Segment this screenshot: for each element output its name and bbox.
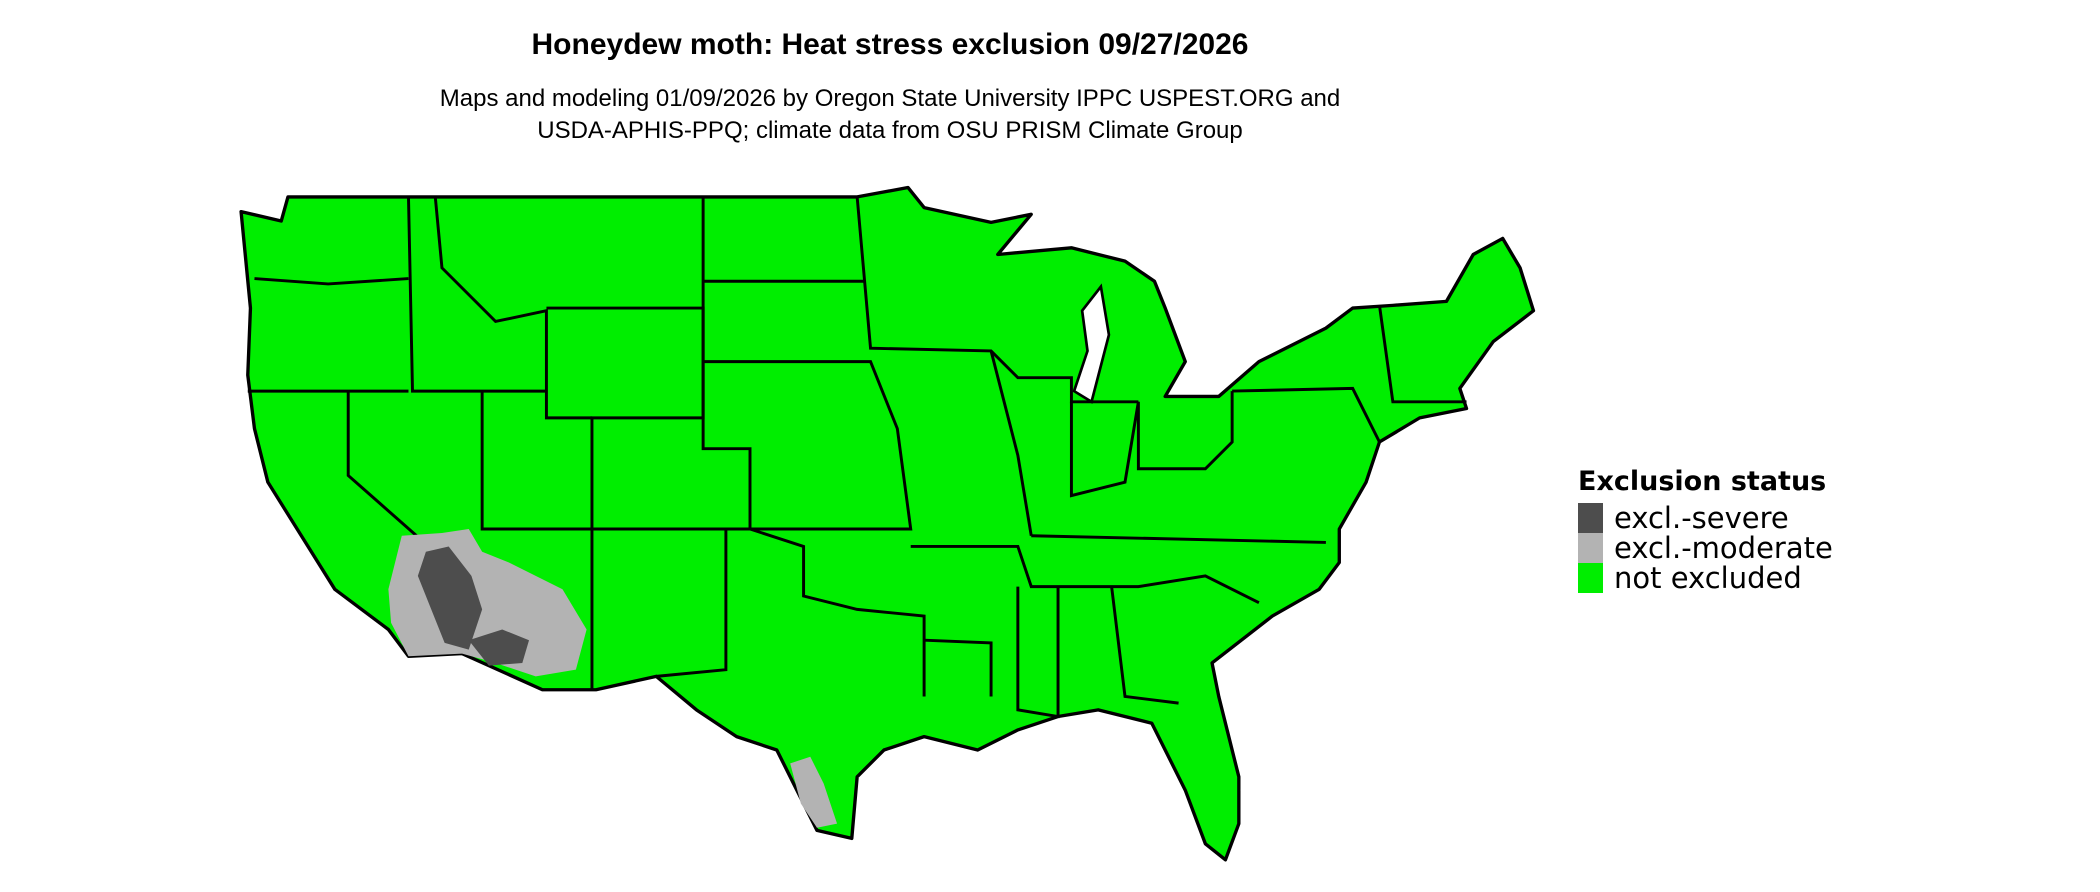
legend-label: excl.-moderate: [1614, 531, 1833, 565]
severe-area-sw-arizona: [468, 629, 530, 666]
legend-item-moderate: excl.-moderate: [1578, 533, 1833, 563]
legend-swatch-moderate: [1578, 533, 1603, 563]
legend: Exclusion status excl.-severe excl.-mode…: [1578, 466, 1833, 593]
severe-area-colorado-river: [417, 546, 483, 650]
legend-item-severe: excl.-severe: [1578, 503, 1833, 533]
legend-swatch-severe: [1578, 503, 1603, 533]
legend-item-not-excluded: not excluded: [1578, 563, 1833, 593]
legend-swatch-not-excluded: [1578, 563, 1603, 593]
map-subtitle-line-1: Maps and modeling 01/09/2026 by Oregon S…: [439, 85, 1341, 112]
map-title: Honeydew moth: Heat stress exclusion 09/…: [531, 28, 1249, 61]
legend-title: Exclusion status: [1578, 466, 1827, 497]
state-borders: [247, 196, 1467, 719]
excluded-severe-areas: [417, 546, 530, 666]
moderate-area-south-texas: [790, 756, 838, 828]
legend-label: excl.-severe: [1614, 501, 1789, 535]
legend-label: not excluded: [1614, 561, 1802, 595]
map-subtitle-line-2: USDA-APHIS-PPQ; climate data from OSU PR…: [537, 117, 1243, 144]
us-outline-not-excluded: [239, 185, 1536, 862]
